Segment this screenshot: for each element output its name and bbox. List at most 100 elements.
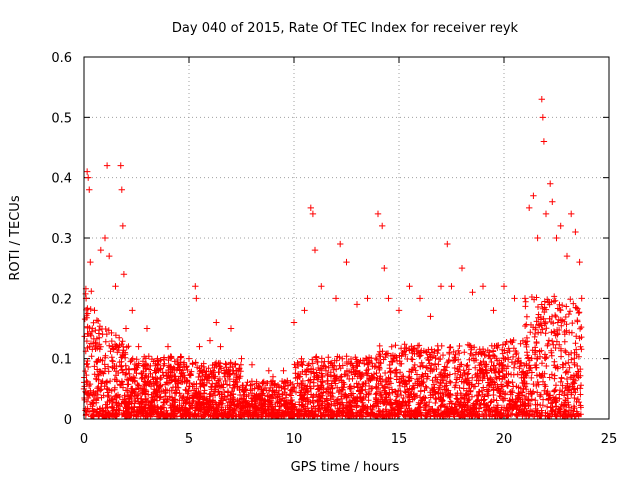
scatter-point [193,295,200,302]
y-tick-label: 0.3 [51,232,72,247]
scatter-point [248,361,256,368]
scatter-point [135,343,142,350]
scatter-point [458,264,466,272]
scatter-point [117,162,124,169]
scatter-point [479,283,487,290]
x-tick-label: 5 [185,432,193,447]
scatter-point [395,307,403,314]
scatter-point [563,252,571,260]
scatter-point [307,204,314,212]
scatter-point [290,319,298,326]
scatter-point [416,295,424,302]
scatter-point [175,361,182,368]
scatter-point [578,295,585,302]
y-axis-ticks: 0 0.1 0.2 0.3 0.4 0.5 0.6 [51,51,609,428]
y-tick-label: 0.1 [51,353,72,368]
x-tick-label: 10 [286,432,303,447]
y-tick-label: 0.4 [51,172,72,187]
scatter-point [379,222,386,230]
scatter-point-cloud [81,285,585,420]
y-axis-label: ROTI / TECUs [8,195,23,280]
scatter-point [576,258,583,266]
scatter-point [259,379,266,386]
scatter-point [154,355,161,362]
scatter-point [118,186,125,193]
scatter-point [381,264,388,272]
scatter-point [87,258,94,266]
grid-lines [84,57,609,419]
scatter-point [265,367,272,374]
scatter-point [196,343,203,350]
scatter-point [106,252,113,260]
scatter-point [364,295,371,302]
scatter-point [332,295,340,302]
scatter-point [553,234,560,242]
scatter-point [385,295,392,302]
scatter-point [530,192,537,199]
y-tick-label: 0.2 [51,292,72,307]
scatter-point [448,283,455,290]
scatter-point [185,355,193,362]
scatter-point [213,319,220,326]
scatter-point [572,228,579,236]
x-tick-label: 0 [80,432,88,447]
scatter-point [318,283,325,290]
scatter-point [469,289,476,296]
scatter-point [542,210,550,218]
scatter-point [549,198,556,205]
scatter-point [112,283,119,290]
scatter-point [143,325,151,332]
scatter-point [101,234,109,242]
scatter-point [444,240,451,248]
y-tick-label: 0 [64,413,72,428]
scatter-point [164,343,172,350]
scatter-point [83,168,91,175]
x-tick-label: 15 [391,432,408,447]
scatter-point [309,210,317,218]
scatter-point [280,367,287,374]
scatter-point [238,355,245,362]
scatter-point [85,174,92,181]
scatter-point [122,325,130,332]
scatter-point [343,258,350,266]
scatter-point [86,186,93,193]
scatter-point [227,325,235,332]
scatter-point [500,283,508,290]
scatter-point [192,283,199,290]
scatter-point [547,180,554,187]
scatter-point [534,234,541,242]
scatter-point [427,313,434,320]
scatter-point [568,210,575,218]
scatter-point [337,240,344,248]
scatter-point [437,283,445,290]
scatter-point [103,162,111,169]
x-tick-label: 20 [496,432,513,447]
scatter-point [97,246,104,254]
scatter-point [539,114,547,121]
plot-frame [83,56,610,420]
scatter-points [80,96,585,393]
scatter-point [311,246,319,254]
scatter-point [511,295,518,302]
scatter-point [540,138,548,145]
scatter-point [269,373,277,380]
scatter-point [538,96,545,103]
scatter-point [353,301,361,308]
point-cloud-markers [81,285,585,420]
scatter-point [119,222,127,230]
scatter-point [406,283,413,290]
scatter-point [217,343,224,350]
scatter-point [301,307,308,314]
chart-title: Day 040 of 2015, Rate Of TEC Index for r… [172,21,519,36]
scatter-point [557,222,564,230]
scatter-point [129,307,136,314]
scatter-point [206,337,214,344]
scatter-point [374,210,382,218]
y-tick-label: 0.5 [51,111,72,126]
x-axis-label: GPS time / hours [291,460,400,475]
scatter-point [521,295,529,302]
y-tick-label: 0.6 [51,51,72,66]
scatter-point [120,271,128,278]
x-tick-label: 25 [601,432,618,447]
